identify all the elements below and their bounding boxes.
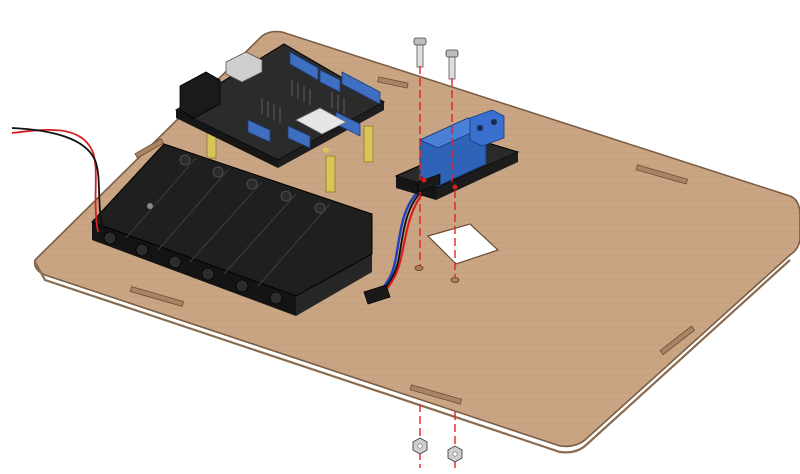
dc-jack [179, 71, 221, 119]
mount-hole [414, 265, 424, 271]
plate-slot [377, 76, 409, 89]
mount-hole [450, 277, 460, 283]
mount-screw [323, 147, 329, 153]
plate-slot [659, 325, 696, 356]
ic-chip [295, 107, 347, 135]
plate-slot [409, 384, 463, 405]
plate-slot [635, 164, 689, 185]
relay-module [394, 109, 520, 200]
plate-slot [134, 138, 165, 159]
blue-headers [247, 51, 381, 149]
dupont-cable [363, 191, 425, 305]
terminal-block [469, 109, 505, 147]
usb-port [225, 51, 263, 83]
nuts [412, 437, 463, 463]
pin-headers [261, 80, 345, 123]
arduino-sensor-shield [174, 43, 386, 168]
6-cell-battery-holder [91, 143, 373, 316]
plate-slot [129, 286, 185, 307]
assembly-axis-lines [419, 66, 456, 468]
battery-leads [11, 127, 105, 235]
plate-cutout [426, 223, 500, 265]
battery-terminal [147, 203, 153, 209]
